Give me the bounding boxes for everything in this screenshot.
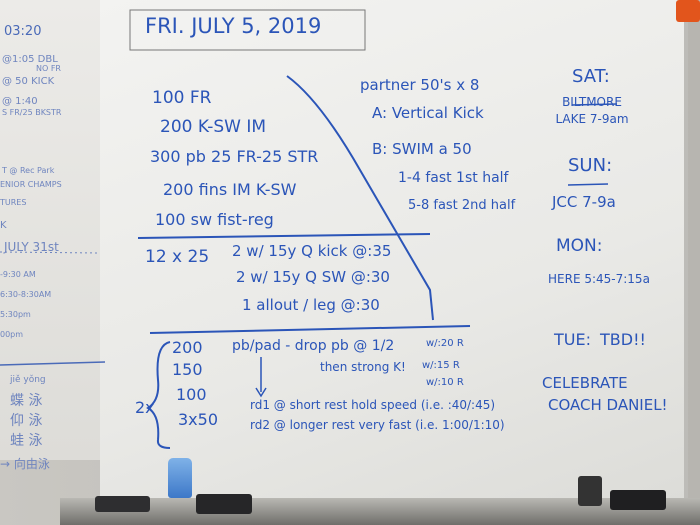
main-set-line: then strong K! [320, 360, 406, 374]
left-note: TURES [0, 198, 27, 207]
date-box [129, 9, 366, 51]
schedule-text: JCC 7-9a [552, 193, 616, 211]
left-note: 5:30pm [0, 310, 31, 319]
partner-line: A: Vertical Kick [372, 104, 484, 122]
left-note: jiě yǒng [10, 375, 46, 385]
main-set-distance: 3x50 [178, 410, 219, 429]
marker-tray [60, 498, 700, 525]
eraser [95, 496, 150, 512]
partner-title: partner 50's x 8 [360, 76, 480, 94]
left-note: T @ Rec Park [2, 166, 55, 175]
left-note: -9:30 AM [0, 270, 36, 279]
main-set-distance: 100 [176, 385, 207, 404]
schedule-day: SUN: [568, 155, 613, 176]
schedule-text: HERE 5:45-7:15a [548, 272, 650, 286]
left-note: 00pm [0, 330, 24, 339]
round-1: rd1 @ short rest hold speed (i.e. :40/:4… [250, 398, 496, 412]
main-set-line: pb/pad - drop pb @ 1/2 [232, 338, 395, 354]
eraser [196, 494, 252, 514]
left-note: JULY 31st [4, 240, 59, 254]
left-note: 03:20 [4, 24, 42, 39]
warmup-line: 200 K-SW IM [160, 117, 267, 137]
schedule-text: BILTMORE LAKE 7-9am [555, 95, 629, 126]
rest-label: w/:10 R [426, 377, 464, 388]
kick-set-reps: 12 x 25 [145, 247, 210, 267]
eraser [610, 490, 666, 510]
kick-set-line: 2 w/ 15y Q kick @:35 [232, 242, 392, 260]
left-whiteboard [0, 0, 108, 460]
whiteboard [100, 0, 688, 505]
rest-label: w/:15 R [422, 360, 460, 371]
partner-line: B: SWIM a 50 [372, 140, 472, 158]
left-note: K [0, 220, 7, 231]
warmup-line: 300 pb 25 FR-25 STR [150, 147, 319, 166]
schedule-text: TBD!! [600, 330, 646, 349]
left-note: 蛙 泳 [10, 433, 43, 449]
divider-diagonal [286, 75, 434, 321]
left-note: 仰 泳 [10, 413, 43, 429]
divider-warmup [137, 233, 431, 239]
sanitizer-bottle [168, 458, 192, 498]
brace [146, 341, 171, 449]
left-note: @ 1:40 [2, 96, 38, 107]
main-set-distance: 200 [172, 338, 203, 357]
left-note: NO FR [36, 64, 61, 73]
left-note: @1:05 DBL [2, 54, 58, 65]
left-note: 6:30-8:30AM [0, 290, 52, 299]
warmup-line: 100 FR [152, 88, 212, 108]
schedule-day: TUE: [554, 330, 591, 349]
divider-kick [149, 325, 471, 334]
warmup-line: 100 sw fist-reg [155, 210, 274, 229]
left-note: ENIOR CHAMPS [0, 180, 62, 189]
partner-line: 5-8 fast 2nd half [408, 198, 516, 213]
date-title: FRI. JULY 5, 2019 [145, 14, 322, 38]
schedule-day: SAT: [572, 66, 610, 87]
round-2: rd2 @ longer rest very fast (i.e. 1:00/1… [250, 418, 505, 432]
main-set-multiplier: 2x [135, 398, 155, 417]
main-set-distance: 150 [172, 360, 203, 379]
kick-set-line: 2 w/ 15y Q SW @:30 [236, 268, 390, 286]
kick-set-line: 1 allout / leg @:30 [242, 296, 380, 314]
celebrate-line: COACH DANIEL! [548, 396, 668, 414]
celebrate-line: CELEBRATE [542, 374, 628, 392]
left-note: S FR/25 BKSTR [2, 108, 62, 117]
rest-label: w/:20 R [426, 338, 464, 349]
marker-cleaner [578, 476, 602, 506]
schedule-day: MON: [556, 236, 603, 256]
warmup-line: 200 fins IM K-SW [163, 180, 297, 199]
left-note: @ 50 KICK [2, 76, 55, 87]
left-note: 蝶 泳 [10, 393, 43, 409]
left-note: → 向由泳 [0, 457, 50, 471]
partner-line: 1-4 fast 1st half [398, 170, 509, 186]
sticker [676, 0, 700, 22]
